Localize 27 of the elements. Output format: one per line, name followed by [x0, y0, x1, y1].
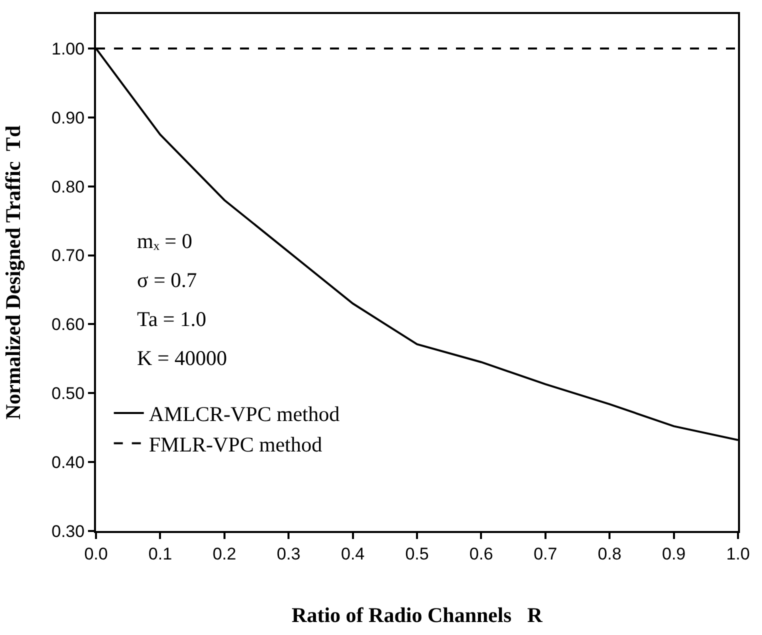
- x-tick-label: 0.5: [405, 544, 429, 564]
- x-tick-label: 0.1: [148, 544, 172, 564]
- x-tick-label: 0.8: [598, 544, 622, 564]
- x-tick-label: 0.9: [662, 544, 686, 564]
- y-tick-label: 0.30: [52, 522, 85, 541]
- x-tick-label: 1.0: [726, 544, 750, 564]
- annotation: K = 40000: [137, 346, 228, 370]
- x-axis-title: Ratio of Radio Channels R: [292, 603, 544, 628]
- annotation: mₓ = 0: [137, 229, 192, 253]
- x-tick-label: 0.3: [276, 544, 300, 564]
- x-tick-label: 0.4: [340, 544, 365, 564]
- y-tick-label: 1.00: [52, 39, 85, 58]
- annotation: Ta = 1.0: [137, 307, 206, 331]
- annotation: σ = 0.7: [137, 268, 197, 292]
- y-tick-label: 0.50: [52, 384, 85, 404]
- x-tick-label: 0.2: [212, 544, 236, 564]
- y-tick-label: 0.70: [52, 246, 85, 266]
- y-tick-label: 0.40: [52, 453, 85, 472]
- y-tick-label: 0.90: [52, 108, 85, 128]
- y-tick-label: 0.80: [52, 177, 85, 196]
- x-tick-label: 0.6: [469, 544, 494, 564]
- y-tick-label: 0.60: [52, 315, 85, 334]
- x-tick-label: 0.0: [84, 544, 108, 564]
- y-axis-title: Normalized Designed Traffic Td: [1, 125, 26, 420]
- x-tick-label: 0.7: [534, 544, 558, 564]
- legend-label: FMLR-VPC method: [148, 432, 323, 456]
- legend-label: AMLCR-VPC method: [148, 402, 340, 426]
